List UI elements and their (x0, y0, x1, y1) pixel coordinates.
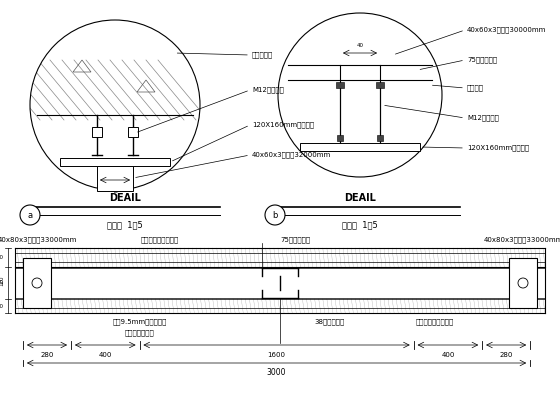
Text: 75型轻钉龙骨: 75型轻钉龙骨 (280, 236, 310, 243)
Text: M12膨胀螺栓: M12膨胀螺栓 (252, 87, 284, 93)
Text: 40: 40 (357, 43, 363, 48)
Text: 大样图  1：5: 大样图 1：5 (342, 220, 378, 229)
Text: 40x80x3方钙的33000mm: 40x80x3方钙的33000mm (0, 236, 77, 243)
Text: 沿地龙骨: 沿地龙骨 (467, 85, 484, 91)
Text: 40x60x3方钙的30000mm: 40x60x3方钙的30000mm (467, 27, 547, 33)
Text: DEAIL: DEAIL (344, 193, 376, 203)
Text: 400: 400 (99, 352, 112, 358)
Text: 白色乳胶漆饰面: 白色乳胶漆饰面 (125, 329, 155, 336)
Bar (376, 82, 384, 88)
Text: 120: 120 (0, 275, 4, 286)
Text: 40x60x3方钙的32000mm: 40x60x3方钙的32000mm (252, 152, 332, 158)
Bar (377, 135, 383, 141)
Text: 280: 280 (500, 352, 513, 358)
Circle shape (32, 278, 42, 288)
Circle shape (265, 205, 285, 225)
Text: M12膨胀螺栓: M12膨胀螺栓 (467, 115, 499, 121)
Text: 75型隔境龙骨: 75型隔境龙骨 (467, 57, 497, 63)
Bar (300, 143, 420, 151)
Text: a: a (27, 210, 32, 220)
Text: 38型过穿龙骨: 38型过穿龙骨 (315, 318, 345, 325)
Bar (97, 166, 133, 191)
Circle shape (20, 205, 40, 225)
Text: 建筑横板层: 建筑横板层 (252, 52, 273, 58)
Bar (92, 127, 102, 137)
Bar (128, 127, 138, 137)
Text: DEAIL: DEAIL (109, 193, 141, 203)
Bar (23, 258, 51, 308)
Text: 40: 40 (111, 189, 119, 194)
Bar (337, 135, 343, 141)
Text: 60: 60 (0, 281, 4, 286)
Text: 双层9.5mm纸面石膏板: 双层9.5mm纸面石膏板 (113, 318, 167, 325)
Text: 400: 400 (441, 352, 455, 358)
Text: 20: 20 (0, 304, 4, 309)
Text: 280: 280 (40, 352, 54, 358)
Bar (60, 158, 170, 166)
Text: 居层内壁充塡芯岩棉: 居层内壁充塡芯岩棉 (416, 318, 454, 325)
Text: 大样图  1：5: 大样图 1：5 (107, 220, 143, 229)
Text: 3000: 3000 (267, 368, 286, 377)
Text: b: b (272, 210, 278, 220)
Text: 120X160mm保护钉板: 120X160mm保护钉板 (252, 122, 314, 128)
Text: 居层内壁充塡芯岩棉: 居层内壁充塡芯岩棉 (141, 236, 179, 243)
Circle shape (518, 278, 528, 288)
Text: 120X160mm保护钉板: 120X160mm保护钉板 (467, 145, 529, 151)
Text: 1600: 1600 (268, 352, 286, 358)
Bar (336, 82, 344, 88)
Text: 40x80x3方钙的33000mm: 40x80x3方钙的33000mm (483, 236, 560, 243)
Text: 20: 20 (0, 255, 4, 260)
Bar (509, 258, 537, 308)
